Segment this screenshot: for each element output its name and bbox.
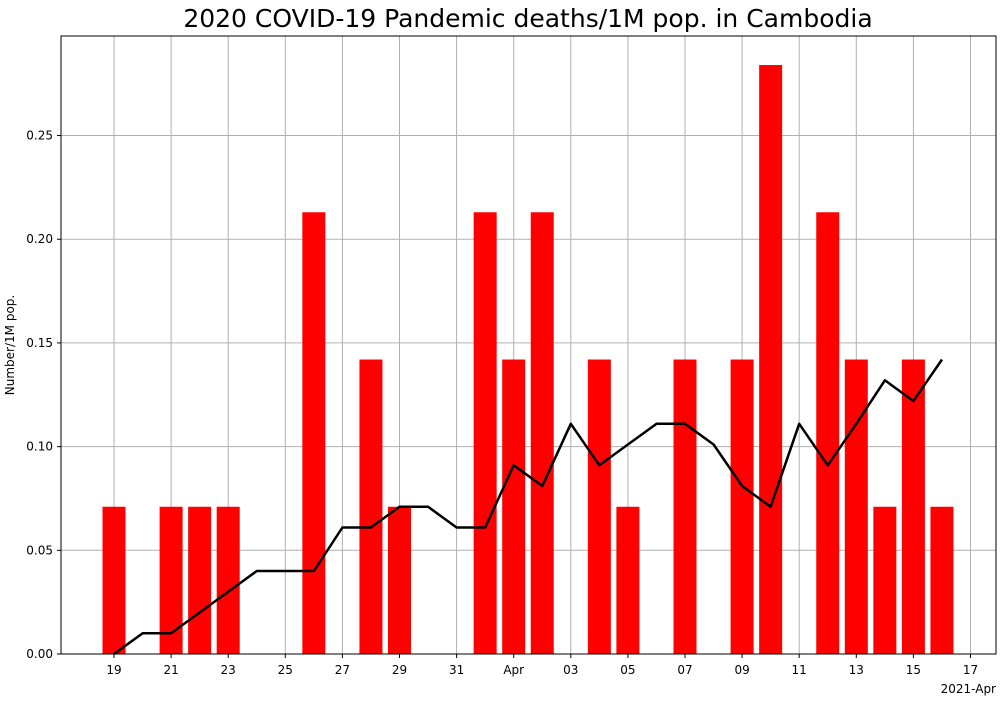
x-tick-label: 03: [563, 663, 578, 677]
bar-mar-29: [388, 506, 411, 654]
bar-apr-10: [730, 359, 754, 654]
bar-apr-06: [616, 506, 640, 654]
x-tick-label: 29: [392, 663, 407, 677]
y-tick-label: 0.05: [26, 543, 53, 557]
plot-frame: [60, 35, 997, 655]
line-layer: [113, 358, 944, 656]
line-series: [113, 358, 944, 656]
bar-mar-22: [188, 506, 212, 654]
bar-apr-16: [901, 359, 925, 654]
x-tick-label: 21: [163, 663, 178, 677]
x-tick-label: 19: [106, 663, 121, 677]
ticks-layer: 0.00 0.05 0.10 0.15 0.20 0.25 19 21 23 25 27 29 31 Ap…: [26, 129, 978, 677]
bar-apr-14: [844, 359, 868, 654]
x-tick-label: 23: [221, 663, 236, 677]
x-tick-label: 07: [677, 663, 692, 677]
bar-apr-17: [930, 506, 954, 654]
chart-title: 2020 COVID-19 Pandemic deaths/1M pop. in…: [183, 4, 872, 33]
x-tick-label: 09: [734, 663, 749, 677]
bar-apr-13: [816, 212, 840, 655]
bars-layer: [102, 65, 954, 655]
bar-apr-02: [502, 359, 526, 654]
y-tick-label: 0.25: [26, 129, 53, 143]
x-tick-label: 25: [278, 663, 293, 677]
bar-mar-21: [159, 506, 183, 654]
bar-mar-26: [302, 212, 326, 655]
y-tick-label: 0.10: [26, 440, 53, 454]
bar-mar-19: [102, 506, 126, 654]
y-tick-label: 0.15: [26, 336, 53, 350]
x-tick-label: 15: [906, 663, 921, 677]
x-tick-label: 13: [849, 663, 864, 677]
x-tick-label: 17: [963, 663, 978, 677]
bar-apr-08: [673, 359, 697, 654]
x-corner-label: 2021-Apr: [941, 682, 996, 696]
bar-apr-03: [530, 212, 554, 655]
bar-mar-28: [359, 359, 383, 654]
y-tick-label: 0.20: [26, 232, 53, 246]
x-tick-label: 27: [335, 663, 350, 677]
bar-mar-23: [216, 506, 240, 654]
x-tick-label: 05: [620, 663, 635, 677]
y-axis-label: Number/1M pop.: [3, 295, 17, 395]
x-tick-label: 11: [792, 663, 807, 677]
y-tick-label: 0.00: [26, 647, 53, 661]
bar-apr-11: [759, 65, 783, 654]
bar-apr-05: [587, 359, 611, 654]
bar-apr-15: [873, 506, 897, 654]
bar-apr-01: [473, 212, 497, 655]
x-tick-label: Apr: [503, 663, 524, 677]
x-tick-label: 31: [449, 663, 464, 677]
